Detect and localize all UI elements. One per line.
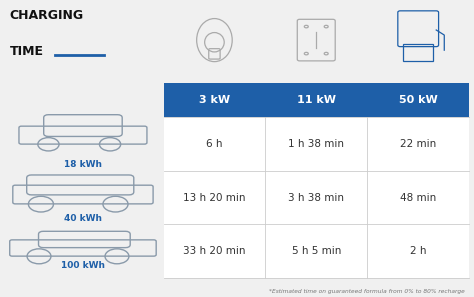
Bar	[164, 83, 469, 278]
Text: 40 kWh: 40 kWh	[64, 214, 102, 223]
Text: 6 h: 6 h	[206, 139, 223, 149]
Text: 50 kW: 50 kW	[399, 95, 438, 105]
Text: 18 kWh: 18 kWh	[64, 160, 102, 169]
Bar	[403, 44, 433, 61]
Text: TIME: TIME	[9, 45, 44, 58]
Bar	[164, 83, 265, 117]
Text: 2 h: 2 h	[410, 246, 427, 256]
Text: 33 h 20 min: 33 h 20 min	[183, 246, 246, 256]
Text: 22 min: 22 min	[400, 139, 437, 149]
Text: 5 h 5 min: 5 h 5 min	[292, 246, 341, 256]
Text: 1 h 38 min: 1 h 38 min	[288, 139, 344, 149]
Text: 3 kW: 3 kW	[199, 95, 230, 105]
Text: CHARGING: CHARGING	[9, 9, 83, 22]
Text: *Estimated time on guaranteed formula from 0% to 80% recharge: *Estimated time on guaranteed formula fr…	[269, 289, 465, 294]
Bar	[265, 83, 367, 117]
Text: 100 kWh: 100 kWh	[61, 261, 105, 270]
Text: 11 kW: 11 kW	[297, 95, 336, 105]
Bar	[367, 83, 469, 117]
Text: 3 h 38 min: 3 h 38 min	[288, 192, 344, 203]
Text: 48 min: 48 min	[400, 192, 437, 203]
Text: 13 h 20 min: 13 h 20 min	[183, 192, 246, 203]
